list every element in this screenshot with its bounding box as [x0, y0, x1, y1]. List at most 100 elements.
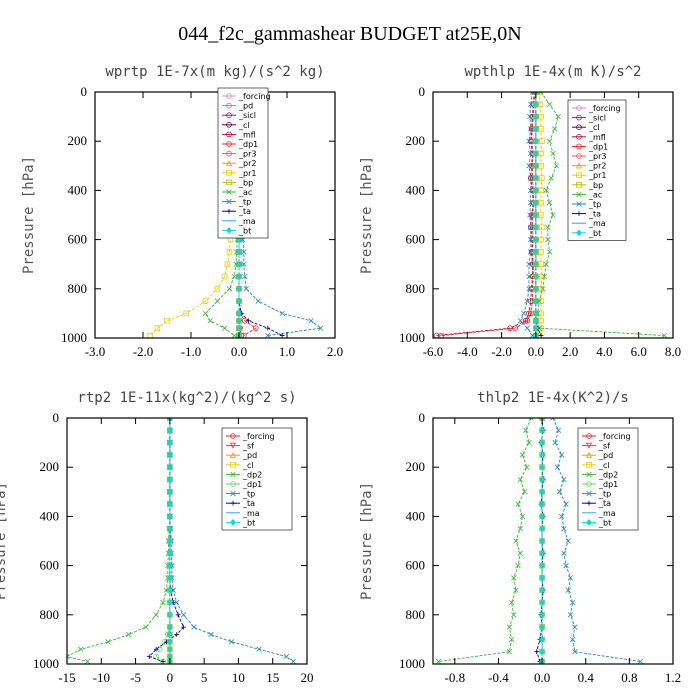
legend-label: _pr2	[588, 162, 606, 171]
series-line-dp2	[67, 418, 171, 662]
legend-marker	[576, 143, 582, 150]
data-point	[236, 260, 242, 268]
legend-marker	[585, 442, 593, 449]
data-point	[279, 333, 285, 338]
x-tick-label: 2.0	[327, 344, 343, 359]
x-tick-label: 15	[266, 670, 279, 685]
y-tick-label: 600	[406, 558, 426, 573]
x-tick-label: 8.0	[665, 344, 681, 359]
x-tick-label: 1.2	[665, 670, 681, 685]
legend-label: _pd	[238, 102, 253, 111]
data-point	[548, 175, 554, 181]
legend-marker	[230, 518, 236, 526]
data-point	[521, 310, 527, 317]
data-point	[236, 285, 242, 293]
legend-marker	[225, 159, 233, 167]
data-point	[512, 325, 519, 331]
series-line-dp1	[441, 92, 536, 336]
legend-marker	[229, 442, 237, 449]
data-point	[242, 273, 248, 280]
data-point	[539, 512, 545, 520]
x-tick-label: 1.0	[279, 344, 295, 359]
y-tick-label: 1000	[399, 330, 425, 345]
legend-label: _bp	[238, 178, 253, 187]
data-point	[236, 324, 242, 332]
y-tick-label: 200	[68, 133, 88, 148]
data-point	[256, 646, 262, 652]
x-tick-label: -2.0	[491, 344, 512, 359]
legend-marker	[576, 172, 582, 179]
data-point	[231, 273, 237, 280]
data-point	[527, 212, 533, 218]
data-point	[561, 550, 567, 556]
legend-label: _forcing	[238, 92, 271, 101]
data-point	[539, 476, 545, 483]
data-point	[528, 249, 534, 255]
legend-label: _dp2	[242, 470, 262, 479]
plot-frame	[432, 417, 674, 665]
legend-marker	[576, 124, 582, 130]
data-point	[160, 659, 166, 664]
panel-title: thlp2 1E-4x(K^2)/s	[477, 390, 629, 406]
data-point	[207, 318, 213, 324]
legend-label: _forcing	[598, 432, 631, 441]
data-point	[160, 599, 166, 606]
y-tick-label: 400	[406, 182, 426, 197]
data-point	[536, 298, 542, 304]
y-tick-label: 400	[68, 182, 88, 197]
data-point	[506, 649, 513, 655]
data-point	[290, 658, 296, 664]
data-point	[84, 658, 91, 664]
data-point	[539, 562, 545, 570]
x-tick-label: -15	[58, 670, 75, 685]
data-point	[228, 639, 235, 645]
data-point	[541, 273, 548, 280]
data-point	[555, 113, 561, 120]
data-point	[569, 636, 576, 643]
data-point	[283, 653, 290, 660]
data-point	[519, 452, 526, 458]
data-point	[67, 653, 70, 660]
data-point	[167, 463, 173, 471]
data-point	[214, 298, 221, 304]
data-point	[511, 612, 517, 618]
data-point	[221, 325, 228, 331]
data-point	[167, 488, 173, 496]
data-point	[167, 439, 173, 447]
legend-label: _ma	[242, 509, 260, 518]
data-point	[164, 317, 170, 324]
data-point	[539, 224, 545, 231]
y-tick-label: 800	[40, 607, 60, 622]
data-point	[561, 476, 567, 483]
data-point	[506, 624, 513, 630]
legend-label: _pr3	[238, 150, 256, 159]
legend-label: _sicl	[238, 111, 256, 120]
legend-label: _mfl	[588, 133, 606, 142]
x-tick-label: 4.0	[596, 344, 612, 359]
x-tick-label: -10	[93, 670, 110, 685]
legend-marker	[585, 451, 593, 459]
legend-label: _dp1	[242, 480, 262, 489]
data-point	[143, 624, 149, 630]
data-point	[167, 574, 173, 582]
data-point	[539, 426, 545, 434]
x-tick-label: -0.4	[488, 670, 509, 685]
plot-frame	[66, 417, 308, 665]
data-point	[526, 286, 532, 292]
data-point	[528, 200, 534, 206]
legend-marker	[586, 481, 592, 487]
data-point	[146, 654, 152, 660]
series-line-ac	[535, 92, 665, 336]
legend-marker	[230, 471, 236, 478]
legend-label: _forcing	[242, 432, 275, 441]
legend-label: _ac	[588, 190, 602, 199]
data-point	[174, 632, 180, 637]
y-tick-label: 600	[406, 232, 426, 247]
plot-frame	[94, 91, 336, 339]
y-tick-label: 1000	[33, 656, 59, 671]
data-point	[528, 175, 534, 181]
legend-marker	[586, 471, 592, 478]
data-point	[224, 261, 231, 267]
legend-label: _dp1	[238, 140, 258, 149]
